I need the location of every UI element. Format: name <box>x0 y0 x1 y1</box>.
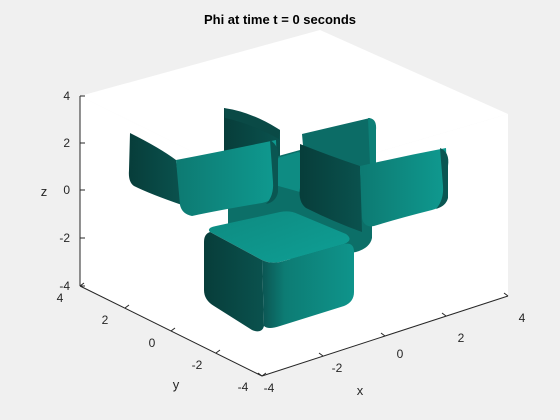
y-tick <box>215 349 221 354</box>
iso-left-wing-edge <box>266 140 279 204</box>
x-tick <box>318 352 324 357</box>
x-tick <box>257 372 263 377</box>
x-tick <box>503 292 509 297</box>
z-tick-label: -2 <box>59 231 70 245</box>
x-tick-label: -4 <box>264 381 275 395</box>
y-tick-label: -2 <box>192 358 203 372</box>
iso-front-cube-left <box>204 232 264 332</box>
iso-front-cube-right <box>262 243 354 328</box>
iso-right-wing-edge <box>436 148 449 209</box>
z-tick-label: -4 <box>59 279 70 293</box>
tick-labels: 4 2 0 -2 -4 4 2 0 -2 -4 -4 -2 0 2 4 <box>57 89 526 395</box>
x-tick <box>441 312 447 317</box>
x-tick-label: 4 <box>519 311 526 325</box>
y-tick-label: -4 <box>238 380 249 394</box>
isosurface <box>128 108 449 332</box>
x-axis-label: x <box>357 383 364 398</box>
iso-back-wall-face <box>224 108 280 139</box>
y-tick <box>79 282 85 287</box>
x-tick-label: 0 <box>397 347 404 361</box>
iso-left-wing-back <box>128 133 182 205</box>
y-tick <box>124 304 130 309</box>
iso-right-wing-lip <box>368 118 377 168</box>
z-tick-label: 4 <box>63 89 70 103</box>
y-tick <box>261 372 267 377</box>
z-tick-label: 0 <box>63 183 70 197</box>
iso-right-wing-side <box>299 144 362 232</box>
y-tick-label: 4 <box>57 291 64 305</box>
z-axis-label: z <box>41 184 48 199</box>
chart-title: Phi at time t = 0 seconds <box>204 12 356 27</box>
top-pane <box>80 30 508 186</box>
x-tick-label: -2 <box>332 361 343 375</box>
y-tick <box>170 327 176 332</box>
iso-left-wing-front <box>176 140 278 216</box>
y-tick-label: 0 <box>149 336 156 350</box>
iso-front-cube-top <box>208 211 350 263</box>
iso-right-wing-front <box>360 148 448 227</box>
y-tick-label: 2 <box>102 313 109 327</box>
x-tick <box>380 332 386 337</box>
z-tick-label: 2 <box>63 136 70 150</box>
tick-marks <box>79 95 509 377</box>
x-tick-label: 2 <box>458 331 465 345</box>
y-axis-label: y <box>173 377 180 392</box>
